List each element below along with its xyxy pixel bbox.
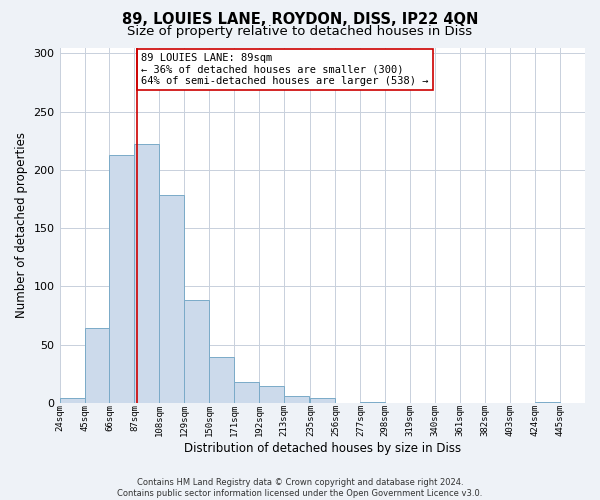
Bar: [234, 382, 259, 403]
Bar: [310, 398, 335, 403]
Text: 89 LOUIES LANE: 89sqm
← 36% of detached houses are smaller (300)
64% of semi-det: 89 LOUIES LANE: 89sqm ← 36% of detached …: [141, 53, 428, 86]
Bar: [160, 196, 184, 403]
Bar: [85, 328, 109, 403]
Bar: [184, 300, 209, 403]
Bar: [361, 402, 385, 403]
X-axis label: Distribution of detached houses by size in Diss: Distribution of detached houses by size …: [184, 442, 461, 455]
Bar: [209, 358, 234, 403]
Bar: [134, 144, 160, 403]
Y-axis label: Number of detached properties: Number of detached properties: [15, 132, 28, 318]
Bar: [109, 154, 134, 403]
Bar: [535, 402, 560, 403]
Text: 89, LOUIES LANE, ROYDON, DISS, IP22 4QN: 89, LOUIES LANE, ROYDON, DISS, IP22 4QN: [122, 12, 478, 28]
Bar: [259, 386, 284, 403]
Bar: [59, 398, 85, 403]
Text: Size of property relative to detached houses in Diss: Size of property relative to detached ho…: [127, 25, 473, 38]
Text: Contains HM Land Registry data © Crown copyright and database right 2024.
Contai: Contains HM Land Registry data © Crown c…: [118, 478, 482, 498]
Bar: [284, 396, 309, 403]
